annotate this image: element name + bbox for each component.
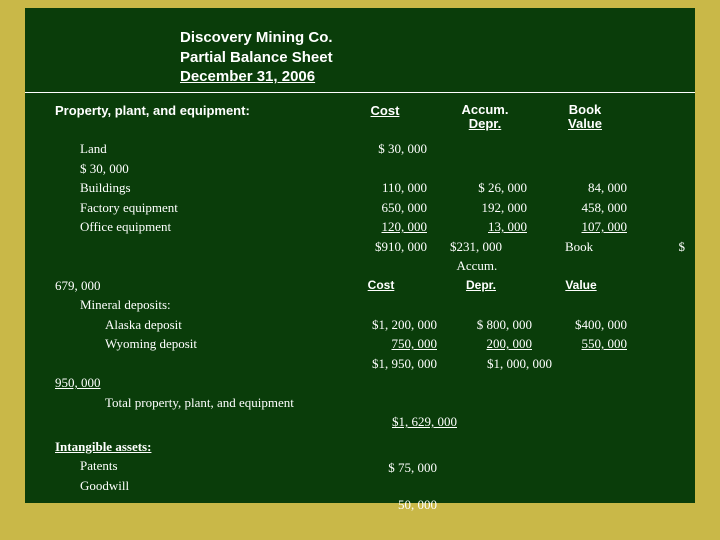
- ppe-header-row: Property, plant, and equipment: Cost Acc…: [55, 103, 665, 132]
- alaska-accum: $ 800, 000: [445, 315, 540, 335]
- land-extra: $ 30, 000: [55, 159, 335, 179]
- title-block: Discovery Mining Co. Partial Balance She…: [180, 28, 665, 87]
- factory-cost: 650, 000: [335, 198, 435, 218]
- divider: [25, 92, 695, 93]
- total-ppe-value-row: $1, 629, 000: [55, 412, 665, 432]
- buildings-accum: $ 26, 000: [435, 178, 535, 198]
- total-950-row: 950, 000: [55, 373, 665, 393]
- land-label: Land: [55, 139, 335, 159]
- ppe-sub-accum: $231, 000 Accum.: [435, 237, 535, 276]
- patents-label: Patents: [55, 456, 335, 476]
- wyoming-label: Wyoming deposit: [55, 334, 335, 354]
- book-header: BookValue: [535, 103, 635, 132]
- office-row: Office equipment 120, 000 13, 000 107, 0…: [55, 217, 665, 237]
- book-header2: Value: [535, 276, 635, 315]
- factory-accum: 192, 000: [435, 198, 535, 218]
- alaska-row: Alaska deposit $1, 200, 000 $ 800, 000 $…: [55, 315, 665, 335]
- ppe-sub-book: Book: [535, 237, 635, 276]
- overflow-dollar: $: [679, 237, 686, 257]
- goodwill-label: Goodwill: [55, 476, 335, 496]
- ppe-sub-cost: $910, 000: [335, 237, 435, 276]
- office-book: 107, 000: [535, 217, 635, 237]
- buildings-book: 84, 000: [535, 178, 635, 198]
- land-cost: $ 30, 000: [335, 139, 435, 159]
- intangible-header: Intangible assets:: [55, 437, 665, 457]
- total-950: 950, 000: [55, 373, 335, 393]
- mineral-header-row: 679, 000Mineral deposits: Cost Depr. Val…: [55, 276, 665, 315]
- total-ppe-value: $1, 629, 000: [355, 412, 465, 432]
- office-cost: 120, 000: [335, 217, 435, 237]
- buildings-cost: 110, 000: [335, 178, 435, 198]
- mineral-sub-cost: $1, 950, 000: [335, 354, 445, 374]
- land-extra-row: $ 30, 000: [55, 159, 665, 179]
- mineral-sub-accum: $1, 000, 000: [445, 354, 560, 374]
- alaska-book: $400, 000: [540, 315, 635, 335]
- goodwill-value-row: 50, 000: [55, 495, 665, 515]
- buildings-label: Buildings: [55, 178, 335, 198]
- goodwill-value: 50, 000: [335, 495, 445, 515]
- office-label: Office equipment: [55, 217, 335, 237]
- total-ppe-row: Total property, plant, and equipment: [55, 393, 665, 413]
- title-line1: Discovery Mining Co.: [180, 28, 665, 48]
- wyoming-cost: 750, 000: [335, 334, 445, 354]
- land-row: Land $ 30, 000: [55, 139, 665, 159]
- title-line3: December 31, 2006: [180, 67, 665, 87]
- cost-header: Cost: [335, 103, 435, 132]
- office-accum: 13, 000: [435, 217, 535, 237]
- accum-header2: Depr.: [435, 276, 535, 315]
- factory-book: 458, 000: [535, 198, 635, 218]
- total-ppe-label: Total property, plant, and equipment: [55, 393, 435, 413]
- buildings-row: Buildings 110, 000 $ 26, 000 84, 000: [55, 178, 665, 198]
- alaska-cost: $1, 200, 000: [335, 315, 445, 335]
- alaska-label: Alaska deposit: [55, 315, 335, 335]
- patents-value: $ 75, 000: [335, 458, 445, 496]
- total-679-mineral: 679, 000Mineral deposits:: [55, 276, 335, 315]
- factory-label: Factory equipment: [55, 198, 335, 218]
- wyoming-book: 550, 000: [540, 334, 635, 354]
- balance-sheet-panel: Discovery Mining Co. Partial Balance She…: [25, 8, 695, 503]
- wyoming-row: Wyoming deposit 750, 000 200, 000 550, 0…: [55, 334, 665, 354]
- factory-row: Factory equipment 650, 000 192, 000 458,…: [55, 198, 665, 218]
- ppe-section-label: Property, plant, and equipment:: [55, 103, 335, 132]
- mineral-subtotal-row: $1, 950, 000 $1, 000, 000: [55, 354, 665, 374]
- wyoming-accum: 200, 000: [445, 334, 540, 354]
- ppe-subtotal-row: $910, 000 $231, 000 Accum. Book $: [55, 237, 665, 276]
- accum-header: Accum.Depr.: [435, 103, 535, 132]
- cost-header2: Cost: [335, 276, 435, 315]
- title-line2: Partial Balance Sheet: [180, 48, 665, 68]
- patents-value-row: Goodwill $ 75, 000: [55, 476, 665, 496]
- intangible-section: Intangible assets:: [55, 437, 335, 457]
